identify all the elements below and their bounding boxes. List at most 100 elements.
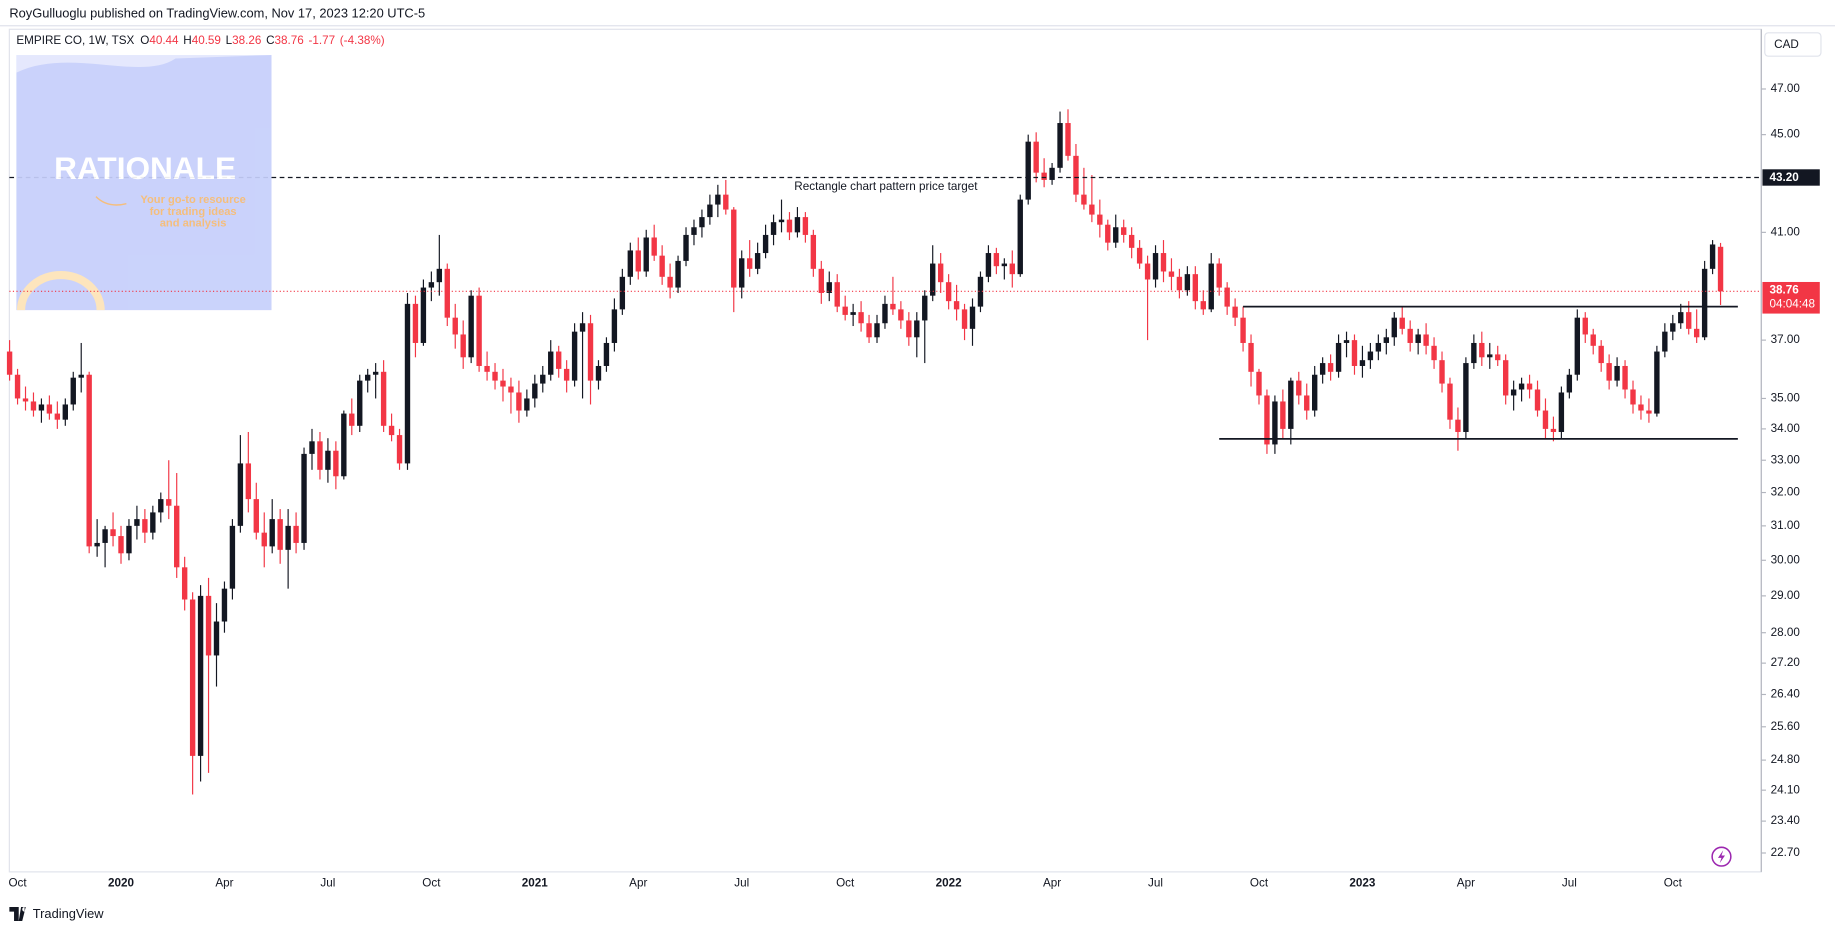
legend-label: L xyxy=(226,34,233,47)
candle-body xyxy=(388,425,395,436)
alert-circle[interactable] xyxy=(1711,846,1732,867)
candle-body xyxy=(277,519,283,550)
candle-body xyxy=(953,301,960,310)
candle-body xyxy=(1447,383,1453,420)
legend-change-percent: (-4.38%) xyxy=(340,34,385,47)
candle-body xyxy=(70,377,76,405)
candle-body xyxy=(1701,268,1708,338)
candle-body xyxy=(372,371,379,375)
legend: EMPIRE CO, 1W, TSX O40.44 H40.59 L38.26 C38.… xyxy=(16,34,384,47)
legend-value: 40.59 xyxy=(192,34,221,47)
candle-body xyxy=(142,519,148,533)
candle-body xyxy=(611,309,618,343)
candle-body xyxy=(786,219,793,233)
candle-body xyxy=(707,204,713,218)
candle-body xyxy=(1200,301,1206,310)
candle-body xyxy=(1367,351,1374,361)
candle-body xyxy=(1144,263,1151,280)
candle-body xyxy=(221,588,228,622)
watermark-title: RATIONALE xyxy=(54,150,236,186)
watermark-swoosh xyxy=(95,196,127,206)
candle-body xyxy=(1407,328,1413,343)
candle-body xyxy=(1542,410,1549,429)
candle-body xyxy=(874,323,880,338)
brand: TradingView xyxy=(9,906,104,922)
y-tick-label: 37.00 xyxy=(1771,333,1801,346)
candle-body xyxy=(6,351,13,375)
candle-body xyxy=(532,383,538,399)
alert-icon[interactable] xyxy=(1711,846,1732,867)
candle-body xyxy=(1335,342,1342,372)
candle-body xyxy=(1264,395,1270,445)
candle-body xyxy=(1192,274,1199,302)
candle-body xyxy=(699,217,705,228)
y-tick-label: 29.00 xyxy=(1771,589,1801,602)
candle-body xyxy=(301,453,307,543)
x-tick-label: 2021 xyxy=(522,877,549,890)
candle-body xyxy=(396,435,403,464)
x-tick-label: Apr xyxy=(215,877,233,890)
candle-body xyxy=(1423,334,1429,346)
candle-body xyxy=(770,222,777,235)
currency-button[interactable]: CAD xyxy=(1764,32,1822,57)
candle-body xyxy=(309,441,315,454)
y-tick-label: 23.40 xyxy=(1771,814,1801,827)
alert-bolt[interactable] xyxy=(1717,850,1725,864)
candle-body xyxy=(1089,204,1095,215)
candle-body xyxy=(78,374,84,378)
candle-body xyxy=(1574,317,1580,375)
candle-body xyxy=(1439,360,1445,384)
candle-body xyxy=(1717,246,1724,292)
candle-body xyxy=(579,323,586,332)
candle-body xyxy=(14,374,21,399)
y-tick-label: 34.00 xyxy=(1771,422,1801,435)
y-tick-label: 24.80 xyxy=(1771,753,1801,766)
candle-body xyxy=(587,323,594,381)
y-tick-label: 41.00 xyxy=(1771,225,1801,238)
candle-body xyxy=(269,519,275,547)
x-tick-label: Oct xyxy=(836,877,855,890)
candle-body xyxy=(245,463,252,500)
candle-body xyxy=(1025,141,1031,200)
candle-body xyxy=(508,386,514,393)
candle-body xyxy=(746,258,753,269)
candle-body xyxy=(1296,380,1302,396)
currency-label[interactable]: CAD xyxy=(1774,38,1799,51)
x-tick-label: Oct xyxy=(1664,877,1683,890)
brand-logo xyxy=(9,906,26,922)
watermark-box xyxy=(16,55,272,311)
candle-body xyxy=(86,374,92,547)
candle-body xyxy=(1455,419,1461,432)
candle-body xyxy=(1105,224,1111,243)
candle-body xyxy=(1248,342,1254,372)
candle-body xyxy=(1359,360,1366,366)
candle-body xyxy=(444,268,450,318)
candle-body xyxy=(1662,331,1668,352)
candle-body xyxy=(293,525,299,543)
y-tick-label: 28.00 xyxy=(1771,626,1801,639)
candle-body xyxy=(1009,263,1015,275)
candle-body xyxy=(1622,365,1628,390)
candle-body xyxy=(357,380,363,426)
candle-body xyxy=(945,282,952,302)
currency-box[interactable] xyxy=(1764,32,1822,57)
watermark-tagline: and analysis xyxy=(160,217,227,229)
candle-body xyxy=(810,234,817,269)
candle-body xyxy=(1678,312,1684,324)
candle-body xyxy=(1288,380,1294,429)
candle-body xyxy=(922,295,928,321)
last-price-label: 38.76 xyxy=(1769,283,1799,296)
candle-body xyxy=(1630,389,1636,405)
candle-body xyxy=(1319,363,1326,375)
candle-body xyxy=(261,532,267,547)
candle-body xyxy=(1383,337,1390,343)
candle-body xyxy=(1495,354,1501,361)
candle-body xyxy=(412,303,419,343)
x-tick-label: Jul xyxy=(320,877,335,890)
candle-body xyxy=(818,268,824,293)
y-tick-label: 24.10 xyxy=(1771,783,1801,796)
candle-body xyxy=(1550,428,1557,432)
candle-body xyxy=(1208,263,1214,310)
y-tick-label: 33.00 xyxy=(1771,453,1801,466)
watermark: RATIONALE Your go-to resource for tradin… xyxy=(16,55,272,311)
